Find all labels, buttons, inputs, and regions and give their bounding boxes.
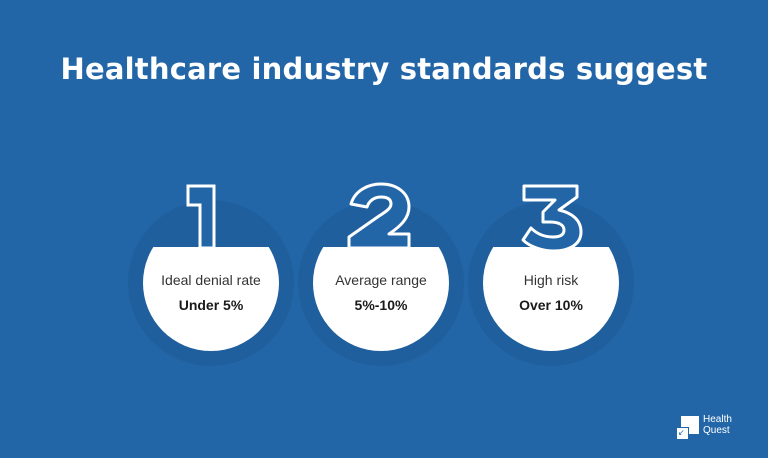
logo-text: Health Quest [703,414,732,436]
circle-number-3-graphic [468,184,634,366]
logo-arrow-icon: ↙ [678,428,685,437]
standard-value: Over 10% [519,297,583,313]
circle-number-1-graphic [128,184,294,366]
logo-small-square-icon [676,427,689,440]
standard-value: 5%-10% [354,297,408,313]
page-title: Healthcare industry standards suggest [60,52,708,86]
health-quest-logo: ↙ Health Quest [674,414,754,444]
standard-card-3: High risk Over 10% [451,160,651,370]
circle-number-2-graphic [298,182,464,366]
standard-card-2: Average range 5%-10% [281,160,481,370]
standard-label: High risk [523,272,579,288]
standard-card-1: Ideal denial rate Under 5% [111,160,311,370]
standard-label: Average range [335,272,427,288]
standard-label: Ideal denial rate [161,272,261,288]
standard-value: Under 5% [178,297,244,313]
